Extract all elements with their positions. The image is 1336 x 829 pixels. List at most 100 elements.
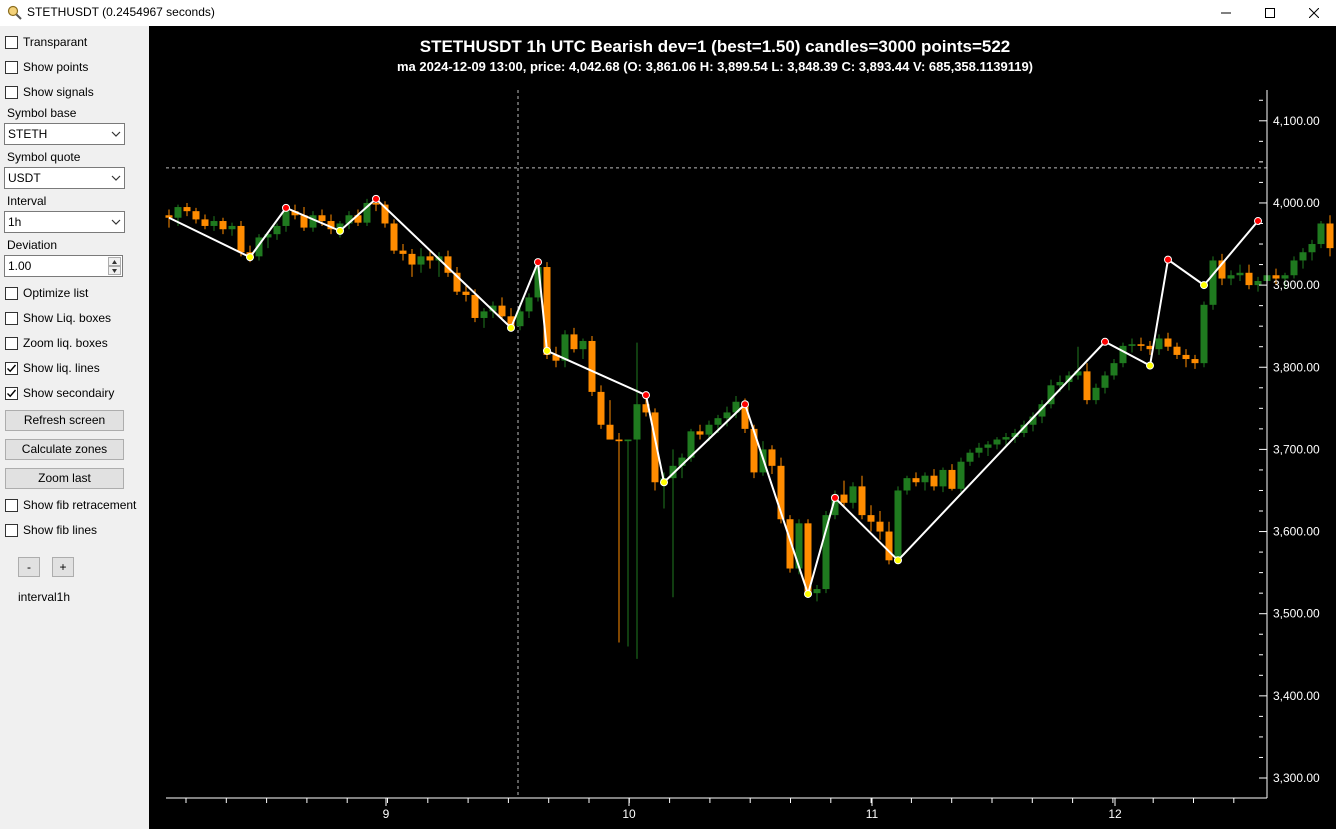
- swing-high-point: [534, 258, 542, 267]
- magnifier-icon: [7, 5, 22, 20]
- candle-body: [534, 267, 542, 298]
- candle-body: [1074, 371, 1082, 376]
- maximize-button[interactable]: [1247, 0, 1293, 26]
- triangle-up-icon: [112, 260, 117, 264]
- candle-body: [381, 204, 389, 224]
- candle-body: [561, 334, 569, 361]
- zoom-out-button[interactable]: -: [18, 557, 40, 577]
- candle-body: [309, 215, 317, 228]
- refresh-screen-button[interactable]: Refresh screen: [5, 410, 124, 431]
- candle-body: [705, 424, 713, 435]
- checkbox-box[interactable]: [5, 311, 18, 325]
- candle-body: [363, 202, 371, 223]
- candle-body: [858, 486, 866, 516]
- candle-body: [921, 475, 929, 483]
- candle-body: [732, 401, 740, 413]
- checkbox-box[interactable]: [5, 60, 18, 74]
- candle-body: [1092, 387, 1100, 401]
- checkbox-box[interactable]: [5, 336, 18, 350]
- candlestick-chart[interactable]: STETHUSDT 1h UTC Bearish dev=1 (best=1.5…: [149, 26, 1336, 829]
- checkbox-label: Show liq. lines: [23, 361, 100, 375]
- candle-body: [1299, 252, 1307, 261]
- candle-body: [1200, 304, 1208, 364]
- y-tick-label: 3,500.00: [1273, 607, 1320, 621]
- spin-up-button[interactable]: [108, 257, 121, 266]
- candle-body: [219, 221, 227, 230]
- candle-body: [768, 449, 776, 466]
- show-fib-retracement-checkbox[interactable]: Show fib retracement: [5, 497, 136, 513]
- candle-body: [1011, 432, 1019, 438]
- swing-low-point: [1200, 281, 1208, 290]
- show-fib-lines-checkbox[interactable]: Show fib lines: [5, 522, 97, 538]
- candle-body: [930, 475, 938, 487]
- zoom-last-button[interactable]: Zoom last: [5, 468, 124, 489]
- candle-body: [840, 494, 848, 503]
- candle-body: [255, 237, 263, 257]
- candle-body: [606, 424, 614, 440]
- candle-body: [750, 428, 758, 473]
- show-points-checkbox[interactable]: Show points: [5, 59, 88, 75]
- deviation-value: 1.00: [8, 259, 32, 273]
- chart-area[interactable]: STETHUSDT 1h UTC Bearish dev=1 (best=1.5…: [149, 26, 1336, 829]
- show-liq-lines-checkbox[interactable]: Show liq. lines: [5, 360, 100, 376]
- zoom-in-button[interactable]: +: [52, 557, 74, 577]
- candle-body: [498, 305, 506, 317]
- checkbox-box[interactable]: [5, 523, 18, 537]
- zoom-liq-boxes-checkbox[interactable]: Zoom liq. boxes: [5, 335, 108, 351]
- candle-body: [174, 207, 182, 218]
- checkmark-icon: [7, 389, 17, 397]
- show-liq-boxes-checkbox[interactable]: Show Liq. boxes: [5, 310, 111, 326]
- close-icon: [1309, 8, 1319, 18]
- candle-body: [1137, 344, 1145, 346]
- transparant-checkbox[interactable]: Transparant: [5, 34, 87, 50]
- close-button[interactable]: [1291, 0, 1336, 26]
- candle-body: [912, 478, 920, 483]
- checkbox-box[interactable]: [5, 85, 18, 99]
- minimize-button[interactable]: [1203, 0, 1249, 26]
- x-tick-label: 11: [866, 807, 879, 821]
- candle-body: [516, 311, 524, 327]
- swing-high-point: [741, 400, 749, 409]
- candle-body: [408, 253, 416, 265]
- candle-body: [192, 211, 200, 220]
- candle-body: [1191, 359, 1199, 364]
- swing-high-point: [282, 203, 290, 212]
- candle-body: [1128, 344, 1136, 346]
- candle-body: [777, 465, 785, 520]
- candle-body: [417, 256, 425, 265]
- x-tick-label: 12: [1108, 807, 1122, 821]
- candle-body: [426, 256, 434, 261]
- checkbox-box[interactable]: [5, 35, 18, 49]
- sidebar: Transparant Show points Show signals Sym…: [0, 26, 149, 829]
- chevron-down-icon: [111, 175, 121, 181]
- candle-body: [1254, 280, 1262, 286]
- show-signals-checkbox[interactable]: Show signals: [5, 84, 94, 100]
- checkbox-label: Show points: [23, 60, 89, 74]
- candle-body: [570, 334, 578, 350]
- optimize-list-checkbox[interactable]: Optimize list: [5, 285, 88, 301]
- symbol-base-value: STETH: [8, 127, 48, 141]
- checkbox-box[interactable]: [5, 361, 18, 375]
- candle-body: [1281, 275, 1289, 279]
- title-bar: STETHUSDT (0.2454967 seconds): [0, 0, 1336, 26]
- show-secondairy-checkbox[interactable]: Show secondairy: [5, 385, 114, 401]
- candle-body: [327, 221, 335, 230]
- candle-body: [678, 457, 686, 466]
- candle-body: [183, 207, 191, 212]
- candle-body: [957, 461, 965, 489]
- symbol-quote-select[interactable]: USDT: [4, 167, 125, 189]
- maximize-icon: [1265, 8, 1275, 18]
- symbol-base-select[interactable]: STETH: [4, 123, 125, 145]
- calculate-zones-button[interactable]: Calculate zones: [5, 439, 124, 460]
- candle-body: [1245, 272, 1253, 286]
- interval-select[interactable]: 1h: [4, 211, 125, 233]
- candle-body: [399, 250, 407, 254]
- checkbox-box[interactable]: [5, 386, 18, 400]
- swing-low-point: [507, 323, 515, 332]
- checkbox-box[interactable]: [5, 286, 18, 300]
- checkbox-label: Transparant: [23, 35, 88, 49]
- checkbox-box[interactable]: [5, 498, 18, 512]
- spin-down-button[interactable]: [108, 266, 121, 275]
- swing-high-point: [642, 391, 650, 400]
- deviation-spinbox[interactable]: 1.00: [4, 255, 123, 277]
